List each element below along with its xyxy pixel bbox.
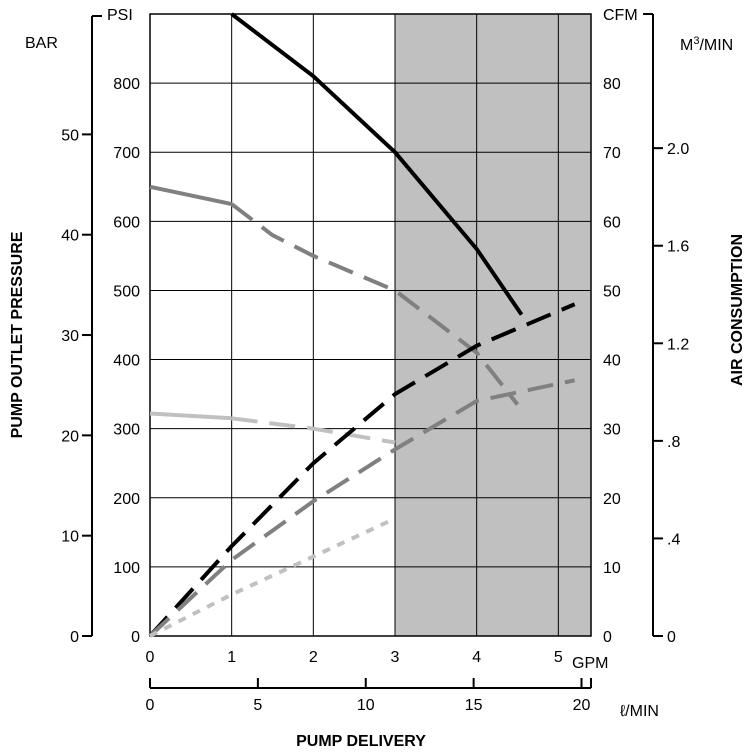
bar-tick-label: 30 bbox=[61, 328, 79, 345]
shaded-region bbox=[395, 14, 591, 636]
lmin-tick-label: 20 bbox=[573, 697, 591, 714]
cfm-tick-label: 80 bbox=[603, 76, 621, 93]
m3min-unit-prefix: M bbox=[680, 37, 693, 54]
lmin-tick-label: 10 bbox=[357, 697, 375, 714]
series-line bbox=[230, 12, 524, 316]
m3min-unit-suffix: /MIN bbox=[699, 37, 733, 54]
x-axis-title: PUMP DELIVERY bbox=[296, 733, 426, 750]
gpm-unit-label: GPM bbox=[572, 655, 608, 672]
psi-tick-label: 600 bbox=[113, 214, 140, 231]
lmin-tick-label: 5 bbox=[253, 697, 262, 714]
series-line bbox=[149, 516, 396, 638]
lmin-tick-label: 0 bbox=[146, 697, 155, 714]
chart-marks: 0100200300400500600700800010203040506070… bbox=[61, 12, 689, 714]
cfm-tick-label: 70 bbox=[603, 145, 621, 162]
psi-tick-label: 100 bbox=[113, 560, 140, 577]
m3min-tick-label: 2.0 bbox=[667, 141, 689, 158]
psi-tick-label: 800 bbox=[113, 76, 140, 93]
m3min-tick-label: 0 bbox=[667, 629, 676, 646]
cfm-tick-label: 30 bbox=[603, 422, 621, 439]
series-line bbox=[148, 302, 576, 638]
m3min-unit-label: M3/MIN bbox=[680, 35, 733, 54]
bar-unit-label: BAR bbox=[25, 35, 58, 52]
bar-tick-label: 40 bbox=[61, 228, 79, 245]
cfm-tick-label: 40 bbox=[603, 353, 621, 370]
bar-tick-label: 0 bbox=[70, 629, 79, 646]
gpm-tick-label: 2 bbox=[309, 649, 318, 666]
psi-tick-label: 300 bbox=[113, 422, 140, 439]
gpm-tick-label: 4 bbox=[472, 649, 481, 666]
series-line bbox=[231, 416, 396, 445]
m3min-tick-label: .4 bbox=[667, 531, 680, 548]
m3min-tick-label: .8 bbox=[667, 434, 680, 451]
psi-tick-label: 700 bbox=[113, 145, 140, 162]
psi-unit-label: PSI bbox=[107, 7, 133, 24]
lmin-tick-label: 15 bbox=[465, 697, 483, 714]
cfm-tick-label: 60 bbox=[603, 214, 621, 231]
cfm-tick-label: 50 bbox=[603, 283, 621, 300]
cfm-tick-label: 10 bbox=[603, 560, 621, 577]
lmin-unit-label: ℓ/MIN bbox=[620, 703, 659, 720]
right-axis-title: AIR CONSUMPTION bbox=[729, 234, 746, 386]
series-line bbox=[148, 378, 576, 638]
gpm-tick-label: 5 bbox=[554, 649, 563, 666]
cfm-tick-label: 0 bbox=[603, 629, 612, 646]
bar-tick-label: 10 bbox=[61, 529, 79, 546]
psi-tick-label: 200 bbox=[113, 491, 140, 508]
bar-tick-label: 20 bbox=[61, 428, 79, 445]
m3min-unit-sup: 3 bbox=[693, 35, 699, 47]
gpm-tick-label: 3 bbox=[391, 649, 400, 666]
series-line bbox=[230, 202, 520, 406]
psi-tick-label: 400 bbox=[113, 353, 140, 370]
m3min-tick-label: 1.2 bbox=[667, 336, 689, 353]
psi-tick-label: 0 bbox=[131, 629, 140, 646]
gpm-tick-label: 0 bbox=[146, 649, 155, 666]
series-line bbox=[149, 411, 232, 421]
psi-tick-label: 500 bbox=[113, 283, 140, 300]
m3min-tick-label: 1.6 bbox=[667, 239, 689, 256]
plot-frame bbox=[149, 13, 592, 637]
bar-tick-label: 50 bbox=[61, 127, 79, 144]
cfm-unit-label: CFM bbox=[603, 7, 638, 24]
cfm-tick-label: 20 bbox=[603, 491, 621, 508]
series-line bbox=[149, 184, 233, 207]
left-axis-title: PUMP OUTLET PRESSURE bbox=[9, 231, 26, 438]
gpm-tick-label: 1 bbox=[227, 649, 236, 666]
